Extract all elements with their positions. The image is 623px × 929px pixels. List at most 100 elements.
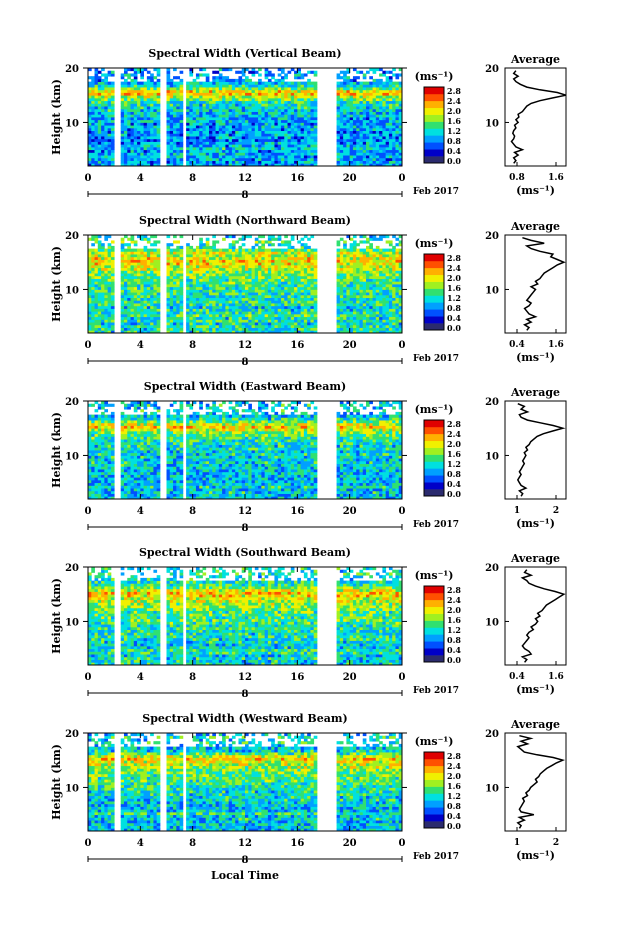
- heatmap-cell: [176, 157, 180, 161]
- heatmap-cell: [97, 155, 102, 159]
- heatmap-cell: [189, 119, 194, 123]
- heatmap-cell: [173, 303, 177, 307]
- heatmap-cell: [264, 119, 269, 123]
- heatmap-cell: [133, 76, 138, 80]
- heatmap-cell: [310, 130, 315, 134]
- heatmap-cell: [222, 284, 226, 288]
- heatmap-cell: [205, 155, 210, 159]
- heatmap-cell: [388, 111, 393, 115]
- heatmap-cell: [146, 305, 151, 309]
- heatmap-cell: [192, 281, 197, 285]
- heatmap-cell: [235, 144, 239, 148]
- heatmap-cell: [382, 149, 387, 153]
- heatmap-cell: [189, 125, 194, 129]
- heatmap-cell: [156, 289, 161, 293]
- heatmap-cell: [307, 286, 311, 290]
- heatmap-cell: [173, 138, 177, 142]
- heatmap-cell: [277, 297, 282, 301]
- heatmap-cell: [222, 297, 226, 301]
- heatmap-cell: [215, 327, 220, 331]
- heatmap-cell: [267, 122, 272, 126]
- heatmap-cell: [192, 330, 197, 334]
- heatmap-cell: [254, 95, 259, 99]
- heatmap-cell: [120, 305, 125, 309]
- heatmap-cell: [209, 103, 213, 107]
- heatmap-cell: [392, 278, 396, 282]
- heatmap-cell: [382, 273, 387, 277]
- heatmap-cell: [173, 149, 177, 153]
- heatmap-cell: [388, 81, 393, 85]
- heatmap-cell: [385, 316, 390, 320]
- heatmap-cell: [274, 122, 279, 126]
- heatmap-cell: [343, 117, 347, 121]
- heatmap-cell: [130, 322, 135, 326]
- heatmap-cell: [287, 292, 292, 296]
- heatmap-cell: [375, 286, 380, 290]
- heatmap-cell: [179, 130, 184, 134]
- heatmap-cell: [235, 70, 239, 74]
- heatmap-cell: [300, 284, 305, 288]
- heatmap-cell: [127, 117, 131, 121]
- heatmap-cell: [173, 84, 177, 88]
- heatmap-cell: [123, 308, 128, 312]
- heatmap-cell: [346, 117, 351, 121]
- heatmap-cell: [123, 311, 128, 315]
- heatmap-cell: [307, 152, 311, 156]
- heatmap-cell: [290, 284, 295, 288]
- heatmap-cell: [290, 100, 295, 104]
- heatmap-cell: [336, 84, 341, 88]
- heatmap-cell: [277, 292, 282, 296]
- heatmap-cell: [156, 106, 161, 110]
- heatmap-cell: [218, 303, 223, 307]
- heatmap-cell: [94, 311, 99, 315]
- heatmap-cell: [123, 264, 128, 269]
- heatmap-cell: [110, 286, 115, 290]
- heatmap-cell: [156, 163, 161, 167]
- heatmap-cell: [339, 103, 344, 107]
- heatmap-cell: [356, 278, 360, 282]
- heatmap-cell: [310, 133, 315, 137]
- heatmap-cell: [153, 324, 158, 328]
- heatmap-cell: [382, 152, 387, 156]
- heatmap-cell: [339, 267, 344, 271]
- heatmap-cell: [150, 95, 154, 99]
- heatmap-cell: [88, 127, 92, 132]
- heatmap-cell: [150, 78, 154, 83]
- heatmap-cell: [254, 327, 259, 331]
- heatmap-cell: [356, 76, 360, 80]
- heatmap-cell: [146, 114, 151, 118]
- heatmap-cell: [94, 100, 99, 104]
- heatmap-cell: [280, 144, 285, 148]
- heatmap-cell: [192, 130, 197, 134]
- heatmap-cell: [222, 133, 226, 137]
- heatmap-cell: [375, 305, 380, 309]
- heatmap-cell: [313, 81, 318, 85]
- heatmap-cell: [107, 303, 112, 307]
- heatmap-cell: [245, 273, 249, 277]
- heatmap-cell: [258, 316, 262, 320]
- heatmap-cell: [97, 119, 102, 123]
- heatmap-cell: [107, 106, 112, 110]
- heatmap-cell: [303, 327, 308, 331]
- heatmap-cell: [369, 97, 373, 102]
- heatmap-cell: [303, 73, 308, 77]
- heatmap-cell: [235, 330, 239, 334]
- heatmap-cell: [235, 308, 239, 312]
- heatmap-cell: [290, 160, 295, 164]
- heatmap-cell: [382, 95, 387, 99]
- heatmap-cell: [307, 114, 311, 118]
- heatmap-cell: [346, 114, 351, 118]
- heatmap-cell: [245, 125, 249, 129]
- heatmap-cell: [264, 163, 269, 167]
- heatmap-cell: [186, 152, 190, 156]
- heatmap-cell: [398, 303, 403, 307]
- heatmap-cell: [140, 89, 144, 93]
- heatmap-cell: [271, 324, 275, 328]
- heatmap-cell: [294, 313, 298, 318]
- heatmap-cell: [339, 273, 344, 277]
- heatmap-cell: [284, 146, 288, 151]
- heatmap-cell: [287, 103, 292, 107]
- heatmap-cell: [290, 267, 295, 271]
- heatmap-cell: [339, 300, 344, 304]
- heatmap-cell: [395, 297, 400, 301]
